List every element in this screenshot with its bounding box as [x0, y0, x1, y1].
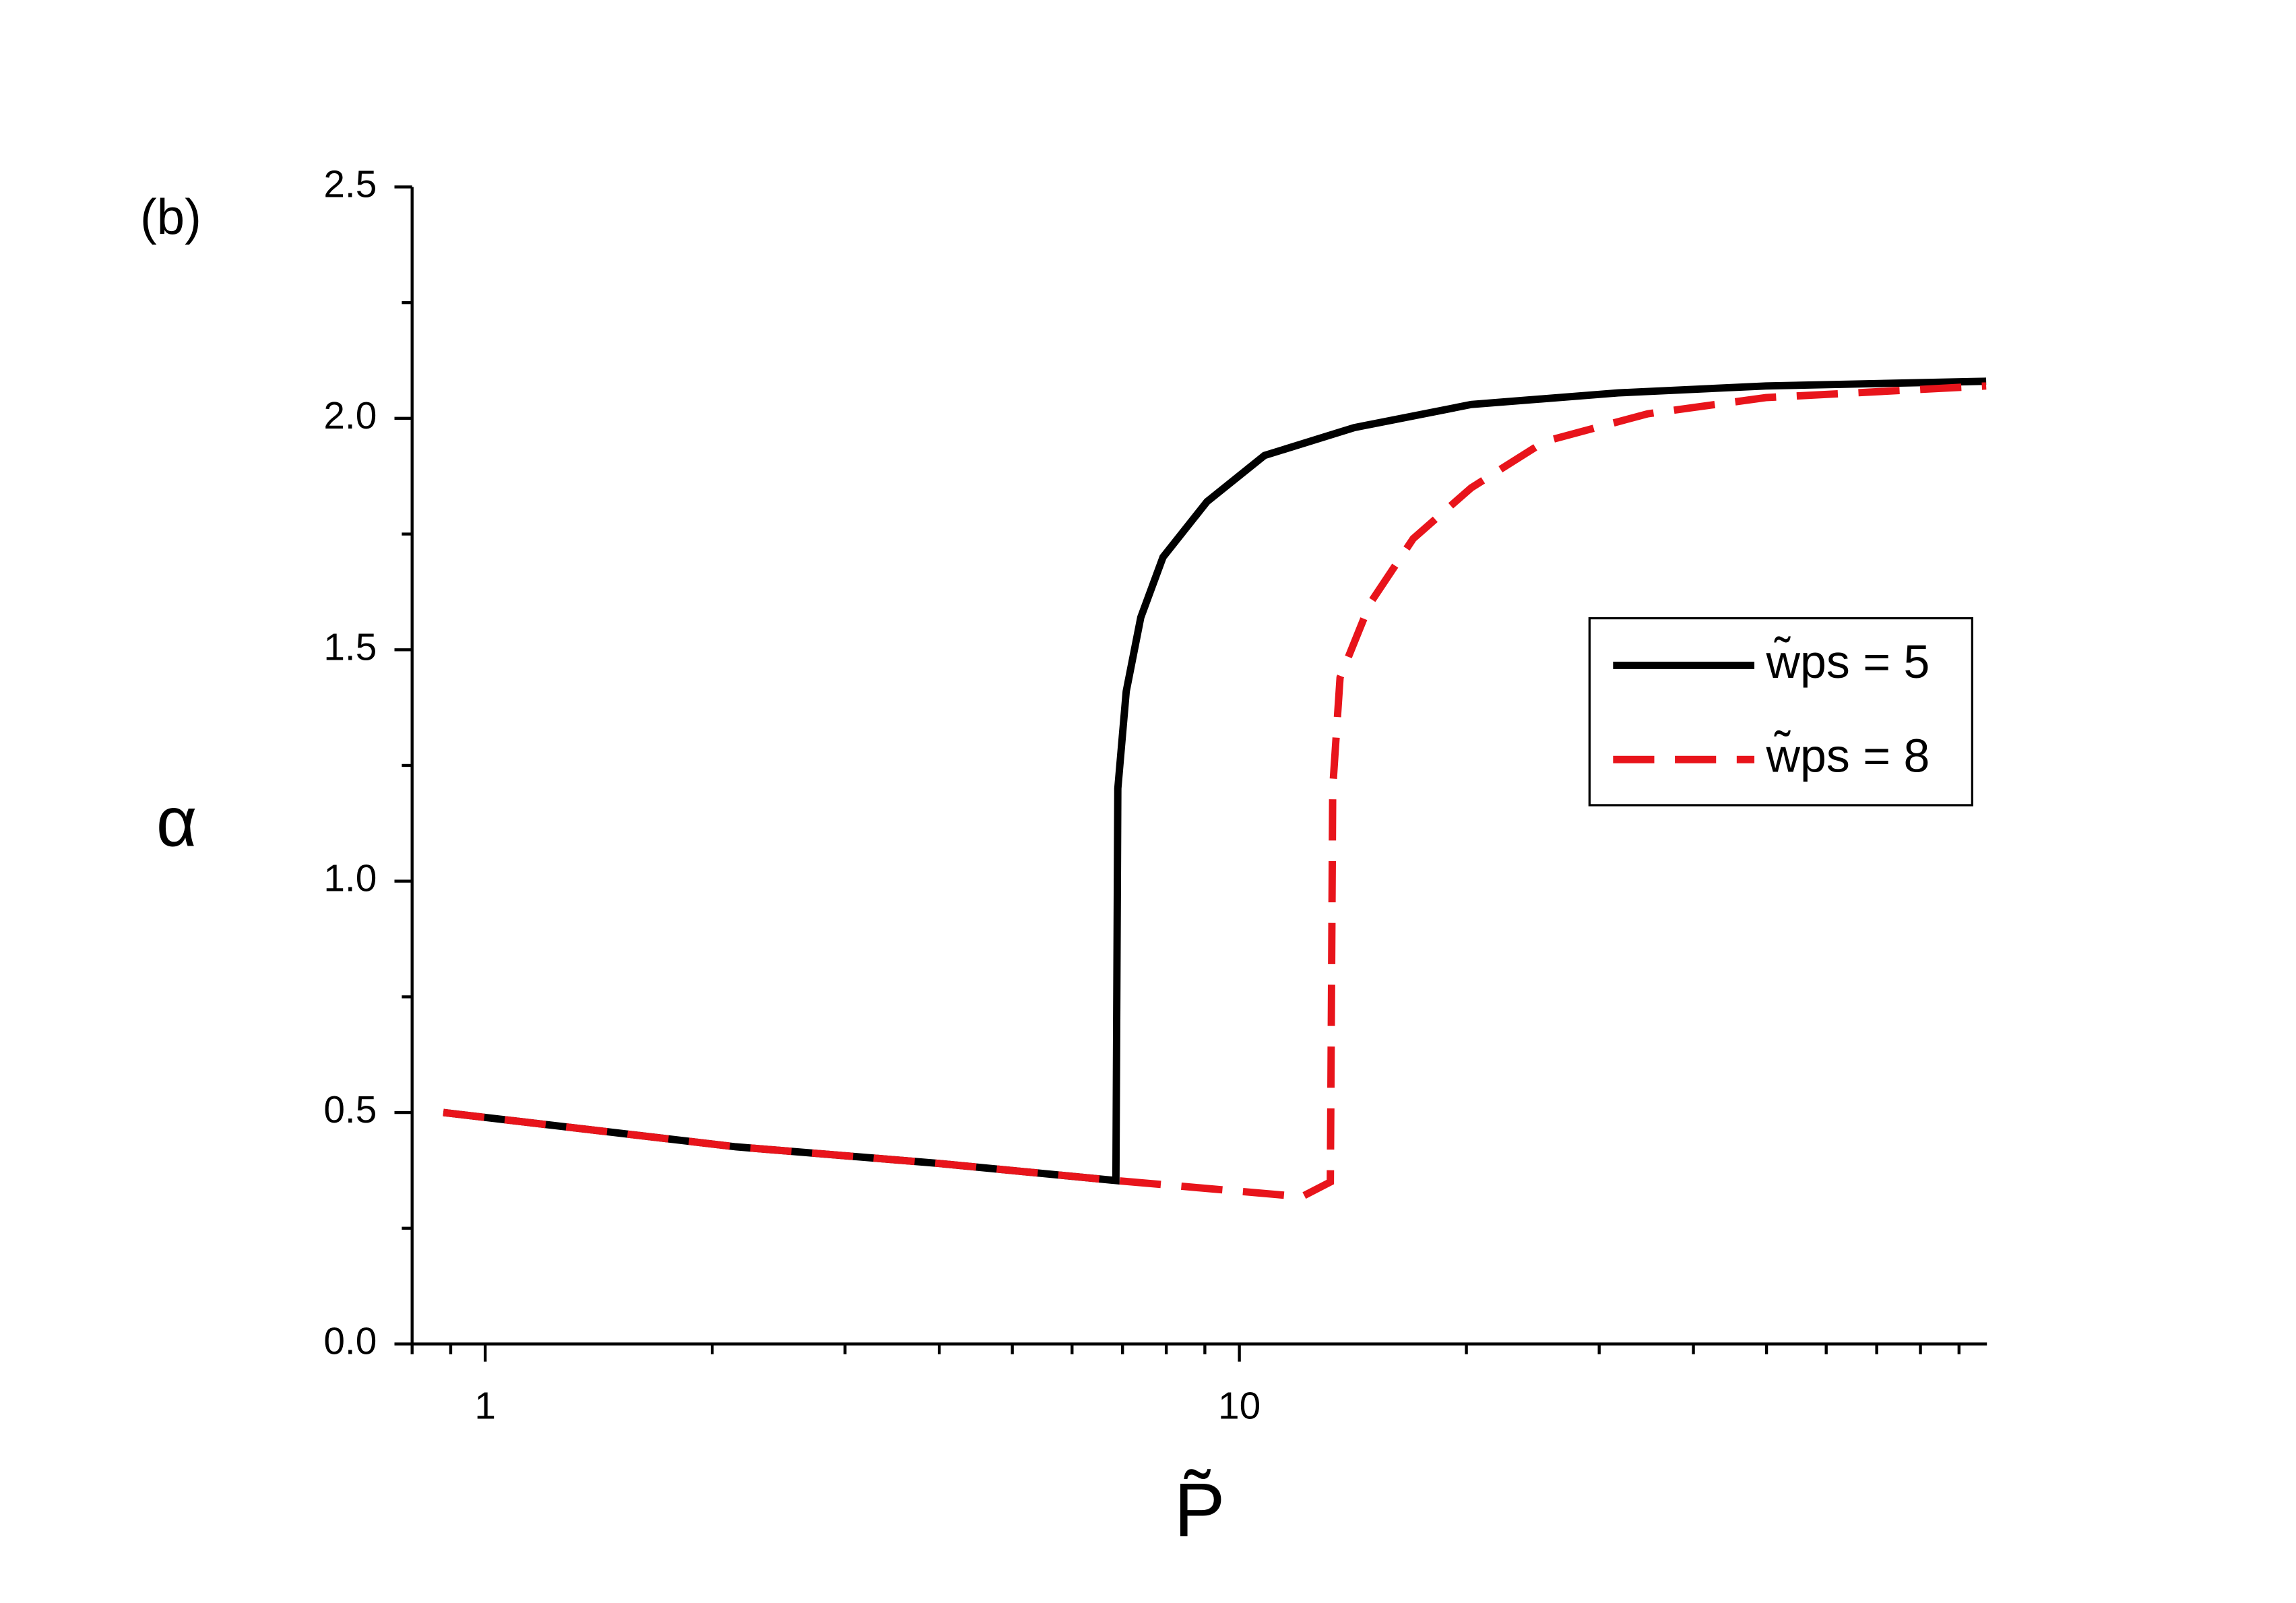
- legend-label: w̃ps = 8: [1766, 730, 1930, 782]
- y-tick-label: 0.5: [323, 1089, 377, 1131]
- x-tick-label: 10: [1218, 1385, 1261, 1428]
- y-axis-label: α: [156, 782, 197, 861]
- y-tick-label: 2.0: [323, 395, 377, 437]
- x-tick-label: 1: [474, 1385, 496, 1428]
- legend-label: w̃ps = 5: [1766, 635, 1930, 688]
- y-tick-label: 0.0: [323, 1321, 377, 1363]
- series-line: [443, 382, 1987, 1201]
- y-tick-label: 2.5: [323, 163, 377, 206]
- x-axis-label: P̃: [1174, 1468, 1225, 1553]
- y-tick-label: 1.5: [323, 626, 377, 668]
- legend-box: [1588, 617, 1973, 807]
- panel-label: (b): [140, 189, 201, 245]
- y-tick-label: 1.0: [323, 858, 377, 900]
